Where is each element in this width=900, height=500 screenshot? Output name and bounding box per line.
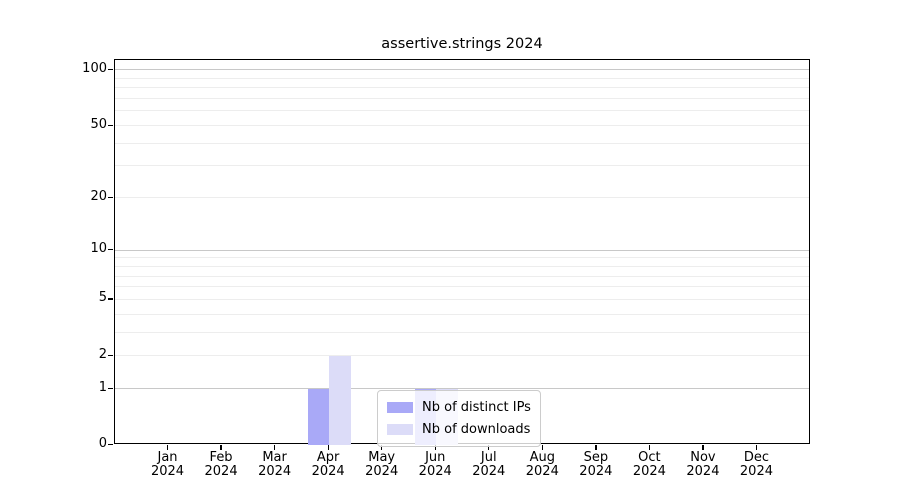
y-tick [108,196,113,198]
x-label-year: 2024 [632,464,666,479]
x-label-month: Jul [480,450,497,465]
gridline-minor [115,286,809,288]
x-tick [595,445,597,450]
y-tick [108,249,113,251]
x-tick-label: Aug 2024 [510,451,574,479]
gridline-major [115,388,809,390]
x-tick-label: Dec 2024 [724,451,788,479]
x-label-year: 2024 [365,464,399,479]
bar-downloads-apr [329,355,351,445]
y-tick [108,354,113,357]
gridline-minor [115,98,809,100]
legend-label-downloads: Nb of downloads [422,422,531,437]
gridline-major [115,69,809,71]
x-label-month: Apr [316,450,340,465]
x-label-month: Feb [209,450,233,465]
x-tick [755,445,758,450]
x-label-year: 2024 [150,464,185,479]
plot-area: Nb of distinct IPs Nb of downloads [114,59,810,447]
x-tick-label: Oct 2024 [617,451,681,479]
gridline-minor [115,125,809,126]
x-label-year: 2024 [311,464,345,479]
gridline-minor [115,142,809,144]
x-label-year: 2024 [204,464,238,479]
gridline-minor [115,257,809,259]
x-tick-label: Jan 2024 [136,451,200,479]
legend-entry-downloads: Nb of downloads [387,420,531,439]
x-label-year: 2024 [739,464,773,479]
bar-distinct-ips-apr [307,388,330,445]
legend-label-distinct-ips: Nb of distinct IPs [422,400,531,415]
y-tick-label: 2 [98,346,107,362]
legend-entry-distinct-ips: Nb of distinct IPs [387,398,531,417]
gridline-minor [115,355,809,357]
x-label-year: 2024 [472,464,506,479]
gridline-minor [115,77,809,79]
x-label-month: Nov [690,450,716,465]
y-tick-label: 1 [98,379,107,395]
x-label-year: 2024 [418,464,452,479]
x-tick-label: Jun 2024 [403,451,467,479]
x-label-month: Jan [157,450,178,465]
gridline-minor [115,313,809,315]
x-tick-label: Mar 2024 [243,451,307,479]
y-tick [108,298,113,300]
x-tick-label: Sep 2024 [564,451,628,479]
x-tick [434,445,436,450]
x-tick [166,445,169,450]
y-tick [108,444,113,446]
x-label-year: 2024 [579,464,613,479]
y-tick-label: 50 [90,116,107,132]
x-tick [702,445,704,450]
x-label-month: May [368,450,396,465]
x-tick [541,445,543,450]
x-tick-label: Apr 2024 [296,451,360,479]
x-label-year: 2024 [258,464,292,479]
gridline-minor [115,110,809,112]
y-tick [108,68,113,71]
x-label-month: Mar [262,450,287,465]
x-tick [381,445,383,450]
x-label-month: Jun [425,450,446,465]
y-tick-label: 0 [98,436,107,451]
x-label-month: Dec [743,450,770,465]
gridline-minor [115,298,809,300]
gridline-minor [115,265,809,267]
gridline-major [115,249,809,251]
gridline-minor [115,331,809,333]
gridline-minor [115,87,809,89]
x-tick-label: Feb 2024 [189,451,253,479]
x-tick [488,445,490,450]
x-label-year: 2024 [686,464,720,479]
x-label-year: 2024 [525,464,559,479]
x-tick-label: Nov 2024 [671,451,735,479]
legend: Nb of distinct IPs Nb of downloads [377,390,541,447]
x-tick-label: Jul 2024 [457,451,521,479]
y-tick-label: 10 [90,241,107,257]
x-tick [648,445,651,450]
y-tick-label: 5 [98,290,107,306]
gridline-minor [115,275,809,277]
y-tick [108,387,113,389]
x-label-month: Sep [583,450,609,465]
gridline-minor [115,197,809,199]
chart-title: assertive.strings 2024 [381,36,543,52]
y-tick [108,124,113,126]
legend-swatch-distinct-ips-icon [387,402,413,413]
x-tick [220,445,222,450]
x-tick [274,445,276,450]
x-label-month: Aug [529,450,555,465]
x-tick-label: May 2024 [350,451,414,479]
x-tick [327,445,329,450]
x-label-month: Oct [638,450,661,465]
gridline-minor [115,165,809,167]
y-tick-label: 100 [82,60,107,76]
legend-swatch-downloads-icon [387,424,413,435]
y-tick-label: 20 [90,188,107,204]
